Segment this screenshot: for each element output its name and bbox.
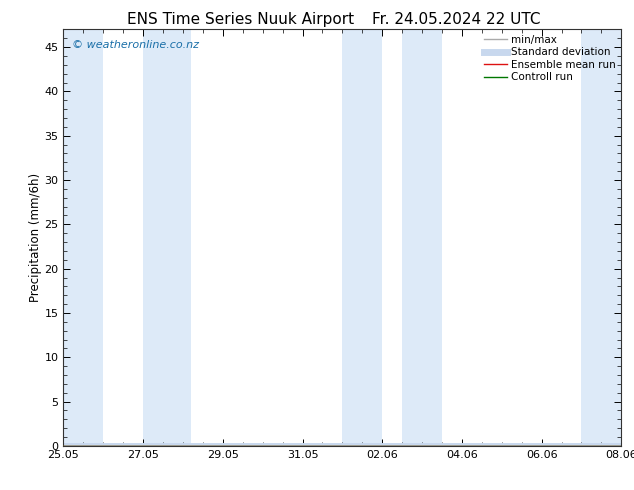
Bar <box>581 29 634 446</box>
Bar <box>342 29 382 446</box>
Bar <box>63 29 103 446</box>
Bar <box>402 29 442 446</box>
Text: © weatheronline.co.nz: © weatheronline.co.nz <box>72 40 199 50</box>
Text: Fr. 24.05.2024 22 UTC: Fr. 24.05.2024 22 UTC <box>372 12 541 27</box>
Text: ENS Time Series Nuuk Airport: ENS Time Series Nuuk Airport <box>127 12 354 27</box>
Y-axis label: Precipitation (mm/6h): Precipitation (mm/6h) <box>29 173 42 302</box>
Bar <box>143 29 191 446</box>
Legend: min/max, Standard deviation, Ensemble mean run, Controll run: min/max, Standard deviation, Ensemble me… <box>482 32 618 84</box>
